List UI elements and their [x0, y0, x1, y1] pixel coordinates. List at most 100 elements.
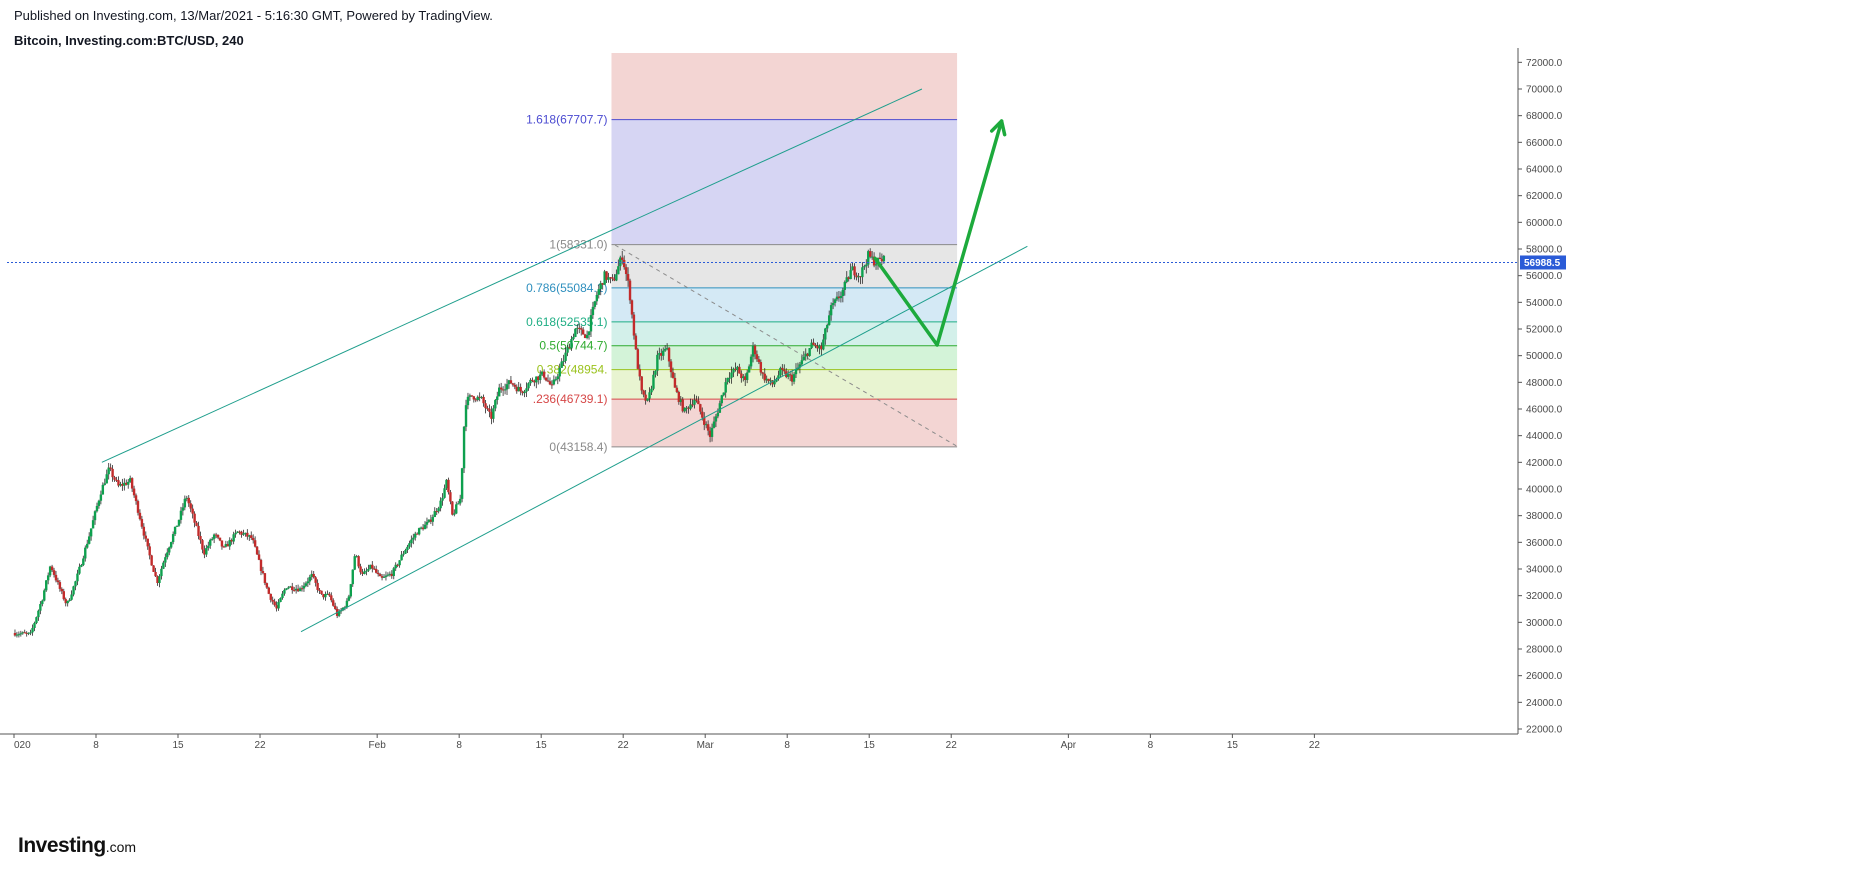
candle-up	[843, 281, 847, 290]
fib-band	[611, 399, 958, 447]
candle-down	[790, 374, 794, 382]
y-tick-label: 70000.0	[1526, 85, 1563, 96]
candle-down	[878, 257, 882, 260]
candle-down	[197, 525, 200, 537]
candle-down	[513, 384, 517, 387]
candle-up	[45, 580, 48, 591]
candle-up	[166, 552, 169, 558]
candle-up	[865, 264, 868, 267]
candle-down	[451, 501, 454, 515]
candle-up	[87, 536, 91, 544]
candle-down	[673, 377, 677, 388]
y-tick-label: 32000.0	[1526, 591, 1563, 602]
last-price-badge	[1520, 255, 1566, 270]
x-tick-label: 22	[618, 740, 630, 751]
candle-down	[361, 572, 364, 574]
candle-down	[753, 345, 757, 355]
candle-up	[169, 542, 173, 548]
candle-up	[86, 543, 89, 548]
candle-up	[552, 379, 556, 385]
candle-down	[613, 278, 616, 281]
candle-down	[667, 347, 671, 362]
candle-down	[332, 600, 335, 606]
candle-down	[292, 590, 296, 592]
candle-down	[642, 390, 645, 395]
candle-up	[82, 558, 85, 566]
candle-up	[210, 538, 214, 540]
candle-up	[831, 303, 835, 306]
candle-up	[693, 399, 696, 405]
candle-up	[423, 524, 427, 530]
candle-up	[804, 353, 807, 357]
candle-up	[183, 498, 187, 508]
candle-up	[818, 345, 821, 349]
candle-down	[203, 549, 206, 555]
candle-down	[13, 633, 17, 636]
candle-up	[105, 474, 108, 484]
fib-level-label: 1(58331.0)	[549, 238, 607, 252]
candle-down	[578, 327, 581, 329]
trend-lines[interactable]	[7, 88, 1518, 633]
candle-up	[751, 345, 755, 357]
candle-up	[95, 505, 99, 512]
candle-down	[509, 380, 513, 384]
candle-up	[480, 396, 483, 398]
candle-up	[722, 392, 725, 396]
channel-upper-line[interactable]	[101, 88, 923, 463]
candle-up	[607, 277, 610, 280]
candle-up	[554, 379, 558, 381]
published-info: Published on Investing.com, 13/Mar/2021 …	[14, 8, 493, 23]
candle-up	[798, 364, 802, 368]
candle-up	[595, 294, 599, 302]
candle-up	[525, 388, 528, 392]
candle-up	[417, 528, 421, 535]
candle-up	[107, 467, 110, 475]
y-tick-label: 34000.0	[1526, 565, 1563, 576]
candle-up	[535, 376, 538, 383]
candle-down	[316, 582, 319, 590]
y-tick-label: 36000.0	[1526, 538, 1563, 549]
fibonacci-extension[interactable]: 1.618(67707.7) 1(58331.0) 0.786(55084.1) 0.…	[526, 53, 958, 454]
candle-up	[468, 395, 472, 397]
candle-down	[230, 539, 233, 542]
fib-level-label: 0.5(50744.7)	[539, 339, 607, 353]
candle-up	[443, 488, 446, 498]
projection-arrow[interactable]	[873, 119, 1004, 347]
fib-band	[611, 345, 958, 370]
candle-up	[773, 381, 776, 385]
candle-up	[857, 276, 860, 278]
candle-up	[792, 374, 796, 382]
candle-down	[744, 376, 747, 381]
candle-up	[794, 369, 798, 375]
candle-down	[816, 346, 819, 349]
candle-up	[33, 622, 36, 628]
candle-up	[558, 367, 561, 377]
candle-up	[324, 594, 327, 598]
candle-up	[242, 533, 245, 535]
candle-up	[845, 277, 848, 282]
x-tick-label: 22	[254, 740, 266, 751]
channel-lower-line[interactable]	[300, 245, 1028, 633]
candle-up	[745, 372, 749, 381]
candle-up	[779, 367, 782, 376]
candle-down	[267, 587, 271, 594]
last-price-label: 56988.5	[1524, 258, 1561, 269]
logo-main-text: Investing	[18, 834, 106, 857]
candle-up	[386, 574, 390, 576]
candle-up	[175, 525, 179, 527]
candle-down	[218, 537, 222, 541]
candle-up	[68, 599, 71, 601]
candle-up	[718, 403, 722, 413]
candle-up	[498, 387, 501, 397]
candle-up	[404, 550, 407, 554]
candle-down	[449, 492, 452, 502]
candle-down	[263, 573, 267, 584]
candle-up	[185, 497, 188, 499]
candle-up	[849, 270, 852, 280]
candle-up	[351, 569, 354, 585]
x-tick-label: 8	[93, 740, 99, 751]
dashed-trend-line[interactable]	[614, 244, 958, 447]
candle-down	[296, 588, 300, 592]
candle-up	[589, 315, 593, 332]
